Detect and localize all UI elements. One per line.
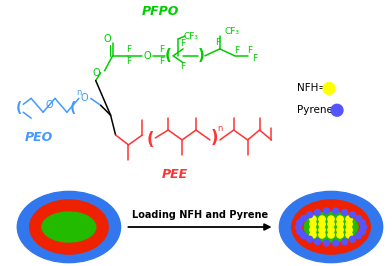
Circle shape <box>328 221 334 227</box>
Circle shape <box>341 209 348 215</box>
Circle shape <box>314 239 321 245</box>
Circle shape <box>301 215 307 221</box>
Circle shape <box>319 227 325 233</box>
Circle shape <box>337 216 343 222</box>
Text: F: F <box>181 62 186 71</box>
Text: (: ( <box>70 101 76 115</box>
Text: F: F <box>252 54 257 63</box>
Circle shape <box>328 227 334 233</box>
Text: O: O <box>104 34 111 44</box>
Circle shape <box>296 224 301 230</box>
Text: F: F <box>159 57 164 66</box>
Text: ): ) <box>198 48 204 63</box>
Circle shape <box>337 227 343 233</box>
Circle shape <box>310 227 316 233</box>
Circle shape <box>314 209 321 215</box>
Text: F: F <box>126 57 131 66</box>
Text: F: F <box>126 45 131 54</box>
Circle shape <box>333 208 339 214</box>
Text: O: O <box>81 93 89 103</box>
Circle shape <box>346 221 352 227</box>
Circle shape <box>349 236 355 242</box>
Circle shape <box>346 227 352 233</box>
Text: PEE: PEE <box>162 168 188 181</box>
Circle shape <box>337 232 343 238</box>
Text: (: ( <box>165 48 172 63</box>
Text: O: O <box>45 100 53 110</box>
Circle shape <box>356 215 361 221</box>
Circle shape <box>359 219 365 225</box>
Circle shape <box>297 228 303 235</box>
Text: F: F <box>215 39 220 47</box>
Circle shape <box>297 219 303 225</box>
Circle shape <box>349 212 355 218</box>
Circle shape <box>323 208 329 214</box>
Circle shape <box>319 221 325 227</box>
Circle shape <box>323 82 335 94</box>
Text: F: F <box>247 46 252 55</box>
Circle shape <box>310 232 316 238</box>
Circle shape <box>328 232 334 238</box>
Circle shape <box>323 240 329 246</box>
Ellipse shape <box>279 191 383 263</box>
Text: F: F <box>234 46 239 55</box>
Text: NFH=: NFH= <box>297 84 327 93</box>
Circle shape <box>359 228 365 235</box>
Circle shape <box>307 212 313 218</box>
Ellipse shape <box>292 200 370 254</box>
Text: F: F <box>159 45 164 54</box>
Text: O: O <box>93 68 100 78</box>
Text: n: n <box>76 88 82 97</box>
Ellipse shape <box>17 191 120 263</box>
Ellipse shape <box>304 212 358 242</box>
Circle shape <box>361 224 367 230</box>
Text: O: O <box>143 51 151 61</box>
Ellipse shape <box>30 200 108 254</box>
Circle shape <box>310 221 316 227</box>
Text: ): ) <box>211 129 219 147</box>
Circle shape <box>307 236 313 242</box>
Circle shape <box>331 104 343 116</box>
Text: CF₃: CF₃ <box>183 32 198 40</box>
Text: Pyrene=: Pyrene= <box>297 105 342 115</box>
Text: PEO: PEO <box>25 131 53 144</box>
Text: PFPO: PFPO <box>142 5 179 18</box>
Circle shape <box>341 239 348 245</box>
Circle shape <box>346 232 352 238</box>
Circle shape <box>310 216 316 222</box>
Circle shape <box>333 240 339 246</box>
Text: CF₃: CF₃ <box>224 27 239 36</box>
Text: (: ( <box>147 131 154 149</box>
Circle shape <box>319 216 325 222</box>
Circle shape <box>319 232 325 238</box>
Circle shape <box>346 216 352 222</box>
Text: F: F <box>181 39 186 48</box>
Circle shape <box>301 233 307 239</box>
Circle shape <box>356 233 361 239</box>
Text: Loading NFH and Pyrene: Loading NFH and Pyrene <box>132 210 268 220</box>
Circle shape <box>337 221 343 227</box>
Ellipse shape <box>42 212 96 242</box>
Text: (: ( <box>16 101 22 115</box>
Text: n: n <box>217 123 223 132</box>
Circle shape <box>328 216 334 222</box>
